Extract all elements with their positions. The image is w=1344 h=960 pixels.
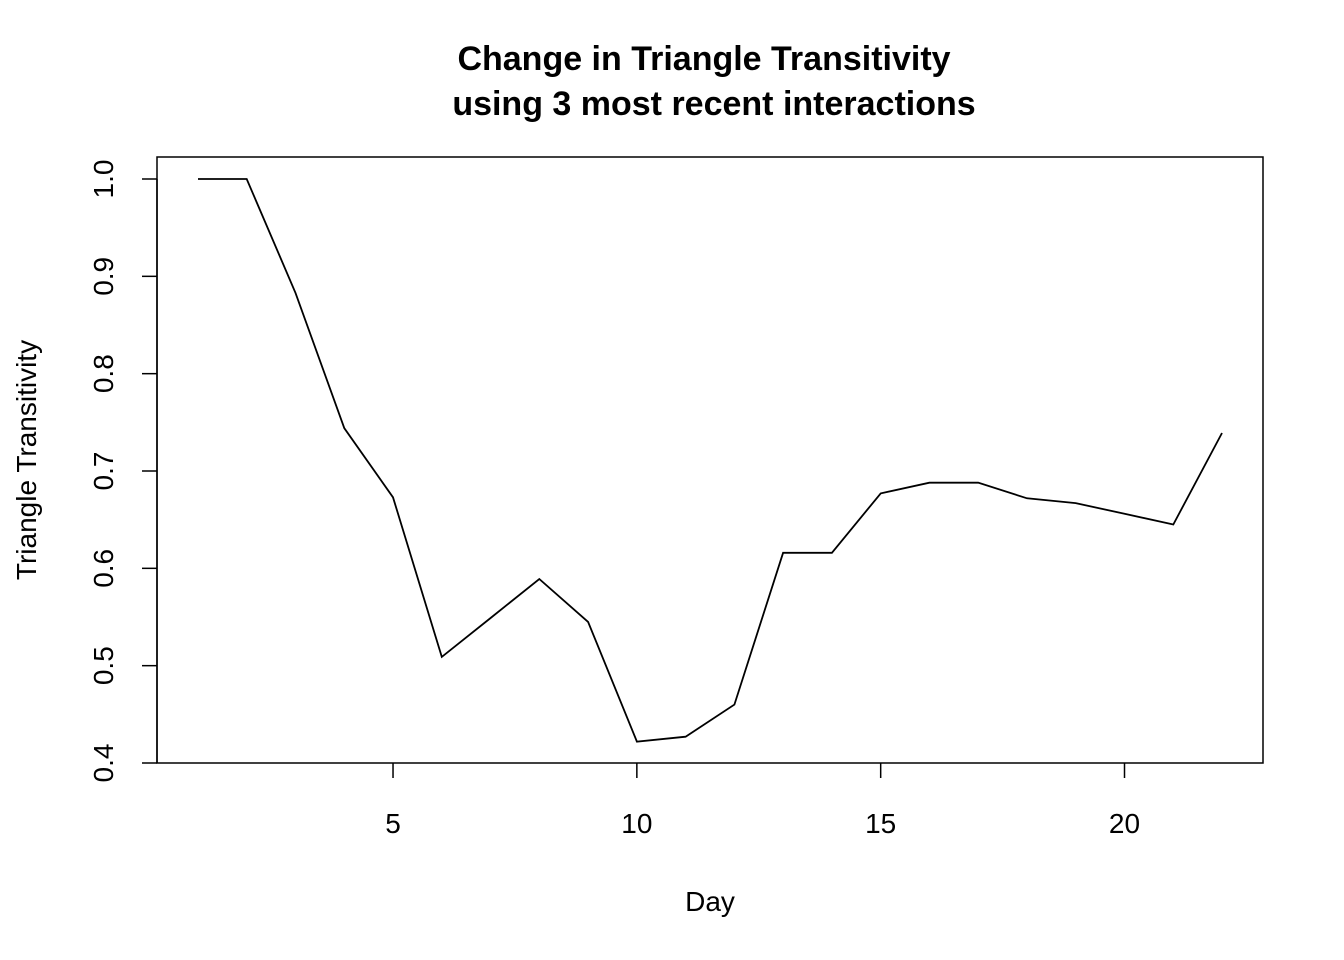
series-line — [198, 178, 1223, 743]
chart-title-line-1: Change in Triangle Transitivity — [457, 40, 950, 78]
y-tick-label: 0.9 — [88, 257, 119, 296]
x-tick-label: 15 — [865, 808, 896, 839]
plot-frame — [156, 156, 1264, 764]
x-tick-label: 10 — [621, 808, 652, 839]
x-tick-label: 20 — [1109, 808, 1140, 839]
y-axis: 0.4 0.5 0.6 0.7 0.8 0.9 1.0 — [88, 160, 158, 783]
y-tick-label: 0.6 — [88, 549, 119, 588]
x-axis: 5 10 15 20 — [385, 763, 1140, 839]
x-axis-label: Day — [685, 886, 735, 917]
series-layer — [198, 178, 1223, 743]
y-tick-label: 1.0 — [88, 160, 119, 199]
x-tick-label: 5 — [385, 808, 401, 839]
y-tick-label: 0.8 — [88, 354, 119, 393]
y-tick-label: 0.4 — [88, 744, 119, 783]
y-tick-label: 0.5 — [88, 646, 119, 685]
y-axis-label: Triangle Transitivity — [11, 340, 42, 580]
chart-title-line-2: using 3 most recent interactions — [452, 85, 975, 123]
y-tick-label: 0.7 — [88, 452, 119, 491]
